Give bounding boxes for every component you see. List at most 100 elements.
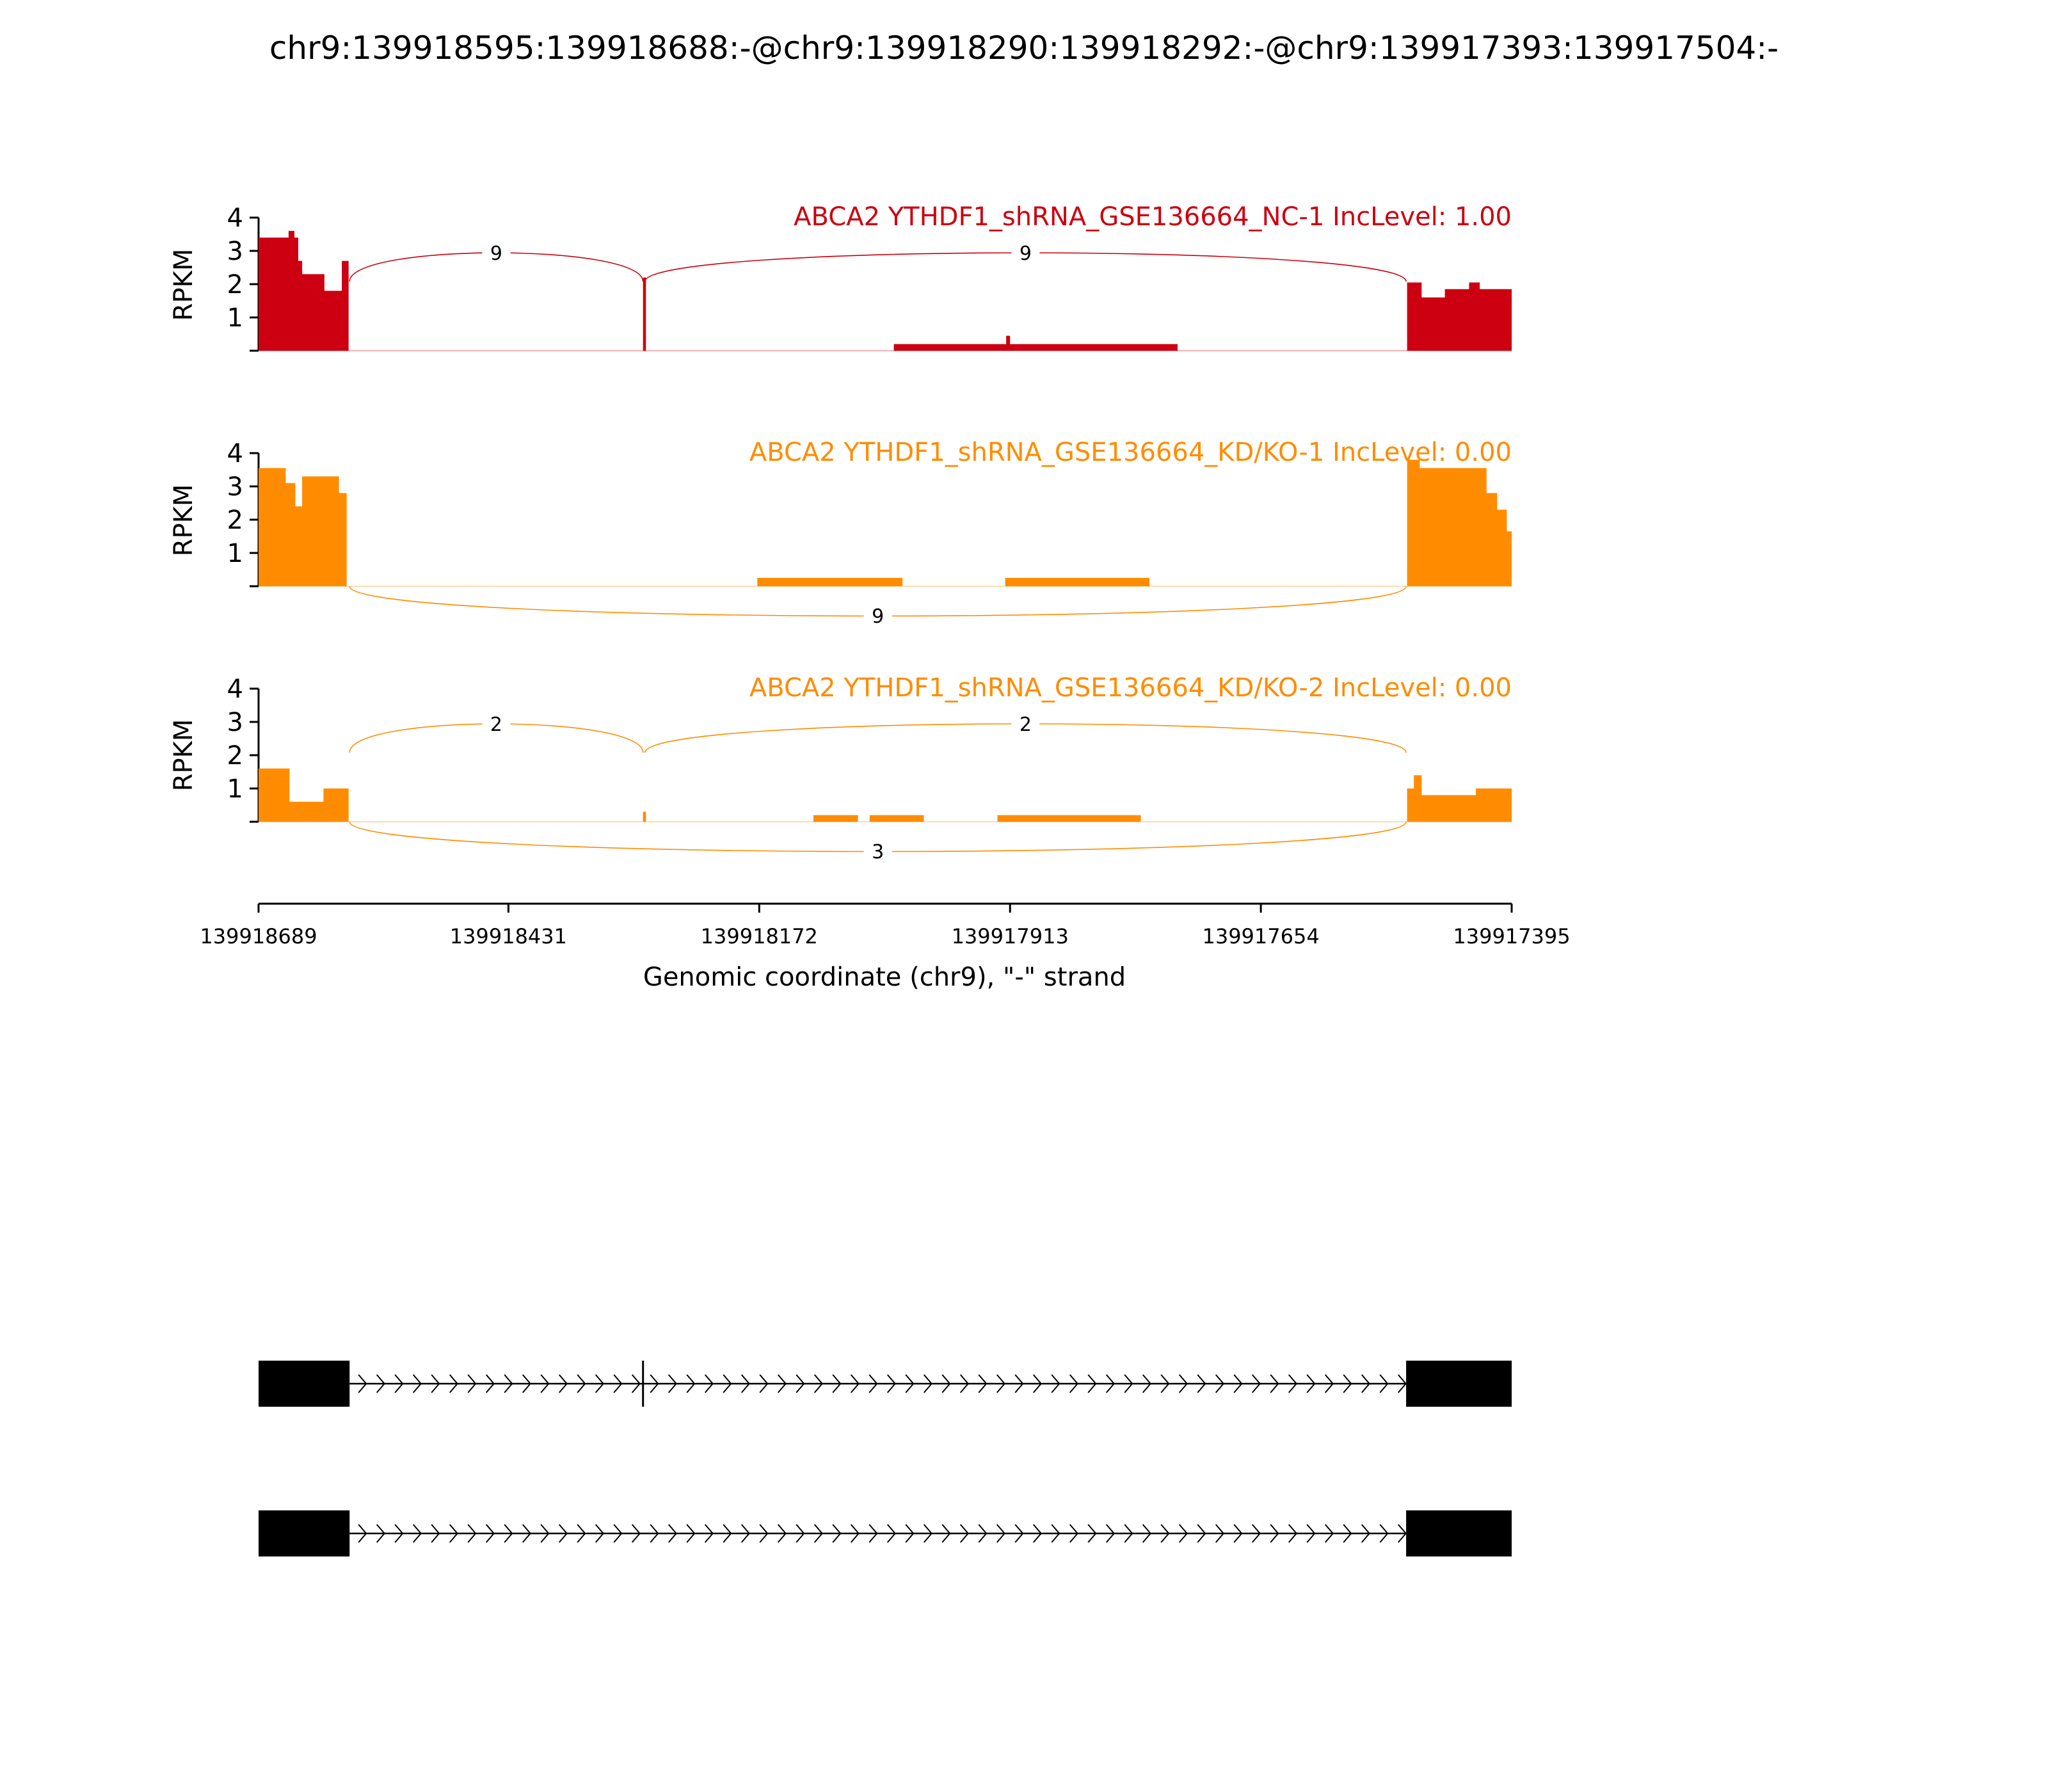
strand-chevron bbox=[1142, 1374, 1152, 1393]
strand-chevron bbox=[394, 1374, 404, 1393]
strand-chevron bbox=[923, 1374, 933, 1393]
coverage-area bbox=[1006, 335, 1011, 351]
x-tick-label: 139918689 bbox=[200, 924, 317, 948]
strand-chevron bbox=[868, 1524, 878, 1543]
strand-chevron bbox=[740, 1524, 751, 1543]
strand-chevron bbox=[485, 1374, 495, 1393]
strand-chevron bbox=[1251, 1524, 1261, 1543]
strand-chevron bbox=[1124, 1524, 1133, 1543]
junction-label-bg bbox=[863, 603, 892, 628]
strand-chevron bbox=[1324, 1524, 1334, 1543]
junction-label-bg bbox=[1011, 711, 1040, 737]
strand-chevron bbox=[431, 1374, 440, 1393]
strand-chevron bbox=[577, 1374, 586, 1393]
y-axis-label: RPKM bbox=[169, 719, 198, 792]
coverage-area bbox=[643, 277, 646, 351]
strand-chevron bbox=[431, 1524, 440, 1543]
strand-chevron bbox=[905, 1374, 915, 1393]
strand-chevron bbox=[1215, 1374, 1225, 1393]
strand-chevron bbox=[1032, 1524, 1043, 1543]
strand-chevron bbox=[668, 1374, 678, 1393]
strand-chevron bbox=[1178, 1524, 1188, 1543]
strand-chevron bbox=[813, 1524, 824, 1543]
isoform-track bbox=[259, 1361, 1512, 1556]
isoform-model bbox=[259, 1510, 1512, 1556]
strand-chevron bbox=[1087, 1524, 1097, 1543]
strand-chevron bbox=[558, 1374, 568, 1393]
strand-chevron bbox=[832, 1524, 842, 1543]
coverage-area bbox=[893, 344, 1178, 351]
junction-label-bg bbox=[482, 711, 511, 737]
strand-chevron bbox=[358, 1524, 367, 1543]
strand-chevron bbox=[978, 1524, 988, 1543]
y-tick-label: 2 bbox=[227, 270, 243, 300]
y-tick-label: 1 bbox=[227, 774, 243, 804]
strand-chevron bbox=[540, 1374, 550, 1393]
strand-chevron bbox=[1032, 1374, 1043, 1393]
strand-chevron bbox=[1160, 1524, 1170, 1543]
y-tick-label: 2 bbox=[227, 506, 243, 535]
strand-chevron bbox=[504, 1374, 513, 1393]
x-axis-label: Genomic coordinate (chr9), "-" strand bbox=[643, 963, 1126, 992]
junction-count-label: 9 bbox=[490, 243, 502, 265]
strand-chevron bbox=[1069, 1524, 1079, 1543]
x-tick-label: 139917395 bbox=[1453, 924, 1570, 948]
strand-chevron bbox=[759, 1524, 769, 1543]
strand-chevron bbox=[959, 1524, 970, 1543]
strand-chevron bbox=[1324, 1374, 1334, 1393]
strand-chevron bbox=[1288, 1374, 1298, 1393]
strand-chevron bbox=[1160, 1374, 1170, 1393]
strand-chevron bbox=[905, 1524, 915, 1543]
coverage-area bbox=[869, 815, 924, 822]
strand-chevron bbox=[376, 1374, 386, 1393]
coverage-area bbox=[1407, 460, 1512, 586]
coverage-area bbox=[757, 578, 903, 586]
junction-count-label: 9 bbox=[1020, 243, 1032, 265]
coverage-track: 1 2 3 4 9 bbox=[227, 439, 1512, 628]
strand-chevron bbox=[850, 1524, 860, 1543]
strand-chevron bbox=[1233, 1374, 1243, 1393]
x-tick-label: 139917913 bbox=[952, 924, 1069, 948]
junction-count-label: 2 bbox=[490, 714, 502, 736]
y-tick-label: 4 bbox=[227, 204, 243, 233]
y-tick-label: 4 bbox=[227, 675, 243, 704]
strand-chevron bbox=[1270, 1374, 1279, 1393]
strand-chevron bbox=[959, 1374, 970, 1393]
coverage-area bbox=[1407, 282, 1512, 351]
strand-chevron bbox=[1014, 1524, 1024, 1543]
strand-chevron bbox=[595, 1524, 605, 1543]
strand-chevron bbox=[613, 1374, 623, 1393]
strand-chevron bbox=[868, 1374, 878, 1393]
strand-chevron bbox=[631, 1524, 641, 1543]
junction-label-bg bbox=[1011, 240, 1040, 266]
strand-chevron bbox=[650, 1374, 659, 1393]
strand-chevron bbox=[394, 1524, 404, 1543]
strand-chevron bbox=[1197, 1524, 1206, 1543]
strand-chevron bbox=[1087, 1374, 1097, 1393]
panel-title: ABCA2 YTHDF1_shRNA_GSE136664_KD/KO-1 Inc… bbox=[749, 438, 1512, 467]
y-axis-label: RPKM bbox=[169, 484, 198, 557]
strand-chevron bbox=[504, 1524, 513, 1543]
junction-count-label: 2 bbox=[1020, 714, 1032, 736]
strand-chevron bbox=[577, 1524, 586, 1543]
junction-label-bg bbox=[482, 240, 511, 266]
strand-chevron bbox=[1105, 1524, 1116, 1543]
strand-chevron bbox=[813, 1374, 824, 1393]
strand-chevron bbox=[1288, 1524, 1298, 1543]
strand-chevron bbox=[613, 1524, 623, 1543]
y-tick-label: 1 bbox=[227, 303, 243, 333]
panel-title: ABCA2 YTHDF1_shRNA_GSE136664_NC-1 IncLev… bbox=[794, 202, 1512, 232]
strand-chevron bbox=[467, 1524, 477, 1543]
exon-block bbox=[259, 1361, 350, 1407]
panel-kd-ko-2: RPKM ABCA2 YTHDF1_shRNA_GSE136664_KD/KO-… bbox=[169, 673, 1512, 864]
junction-count-label: 9 bbox=[872, 605, 884, 628]
strand-chevron bbox=[449, 1374, 459, 1393]
strand-chevron bbox=[1233, 1524, 1243, 1543]
isoform-model bbox=[259, 1361, 1512, 1407]
coverage-area bbox=[259, 768, 349, 822]
strand-chevron bbox=[796, 1374, 805, 1393]
exon-block bbox=[1406, 1510, 1512, 1556]
strand-chevron bbox=[1178, 1374, 1188, 1393]
